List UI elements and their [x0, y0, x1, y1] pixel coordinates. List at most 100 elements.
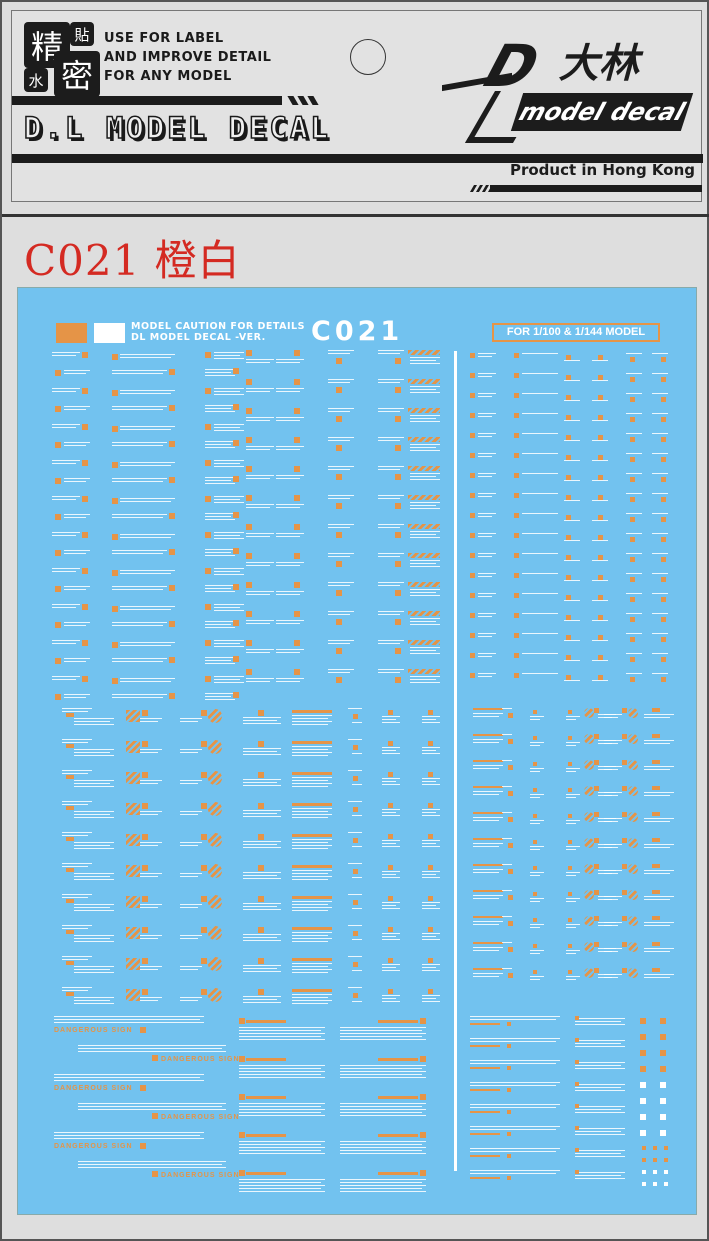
decal-mark [233, 584, 239, 590]
decal-mark [514, 373, 519, 378]
decal-mark [508, 765, 513, 770]
decal-mark [630, 397, 635, 402]
decal-mark [568, 866, 572, 870]
decal-mark [292, 958, 332, 961]
decal-text-line [328, 640, 354, 641]
decal-mark [470, 413, 475, 418]
decal-mark [239, 1018, 245, 1024]
decal-text-line [564, 360, 580, 361]
decal-mark [661, 677, 666, 682]
decal-text-line [205, 480, 231, 481]
white-dot [664, 1170, 668, 1174]
decal-text-line [239, 1112, 321, 1113]
decal-text-line [328, 524, 354, 525]
decal-mark [233, 692, 239, 698]
decal-mark [630, 557, 635, 562]
decal-text-line [54, 1135, 200, 1136]
decal-text-line [180, 907, 198, 908]
decal-text-line [276, 388, 304, 389]
hazard-stripe-icon [408, 669, 440, 674]
decal-text-line [522, 453, 558, 454]
decal-text-line [246, 417, 274, 418]
decal-text-line [276, 533, 304, 534]
decal-text-line [382, 908, 400, 909]
decal-text-line [246, 533, 274, 534]
sheet-code: C021 [311, 316, 404, 347]
decal-mark [533, 918, 537, 922]
hazard-stripe-icon [126, 927, 140, 939]
decal-text-line [120, 498, 175, 499]
decal-text-line [246, 420, 270, 421]
decal-text-line [140, 783, 158, 784]
decal-text-line [410, 386, 440, 387]
decal-text-line [478, 536, 492, 537]
decal-text-line [470, 1173, 556, 1174]
decal-text-line [564, 620, 580, 621]
decal-mark [507, 1132, 511, 1136]
decal-text-line [62, 866, 88, 867]
decal-mark [630, 537, 635, 542]
decal-text-line [292, 814, 332, 815]
decal-text-line [120, 681, 171, 682]
decal-text-line [522, 353, 558, 354]
decal-mark [142, 803, 148, 809]
decal-mark [652, 708, 660, 712]
decal-text-line [62, 956, 92, 957]
decal-mark [508, 843, 513, 848]
decal-mark [473, 708, 503, 710]
decal-mark [533, 892, 537, 896]
decal-text-line [382, 998, 396, 999]
orange-square [660, 1050, 666, 1056]
decal-mark [112, 390, 118, 396]
decal-text-line [205, 693, 235, 694]
decal-mark [514, 393, 519, 398]
decal-mark [233, 620, 239, 626]
decal-text-line [292, 808, 332, 809]
decal-text-line [626, 393, 642, 394]
decal-text-line [64, 694, 90, 695]
decal-mark [598, 635, 603, 640]
decal-text-line [382, 784, 400, 785]
decal-text-line [378, 382, 400, 383]
decal-text-line [239, 1068, 321, 1069]
decal-text-line [214, 538, 244, 539]
decal-mark [336, 532, 342, 538]
decal-text-line [530, 953, 540, 954]
decal-mark [507, 1088, 511, 1092]
decal-text-line [604, 818, 622, 819]
decal-text-line [205, 516, 231, 517]
decal-text-line [276, 620, 304, 621]
decal-text-line [140, 966, 162, 967]
decal-mark [233, 476, 239, 482]
decal-text-line [592, 380, 608, 381]
decal-text-line [120, 609, 171, 610]
brand-title: D.L MODEL DECAL [23, 110, 331, 146]
decal-text-line [74, 752, 110, 753]
decal-text-line [340, 1141, 426, 1142]
decal-text-line [64, 481, 86, 482]
decal-mark [82, 640, 88, 646]
decal-mark [388, 772, 393, 777]
decal-mark [470, 373, 475, 378]
decal-text-line [530, 823, 540, 824]
decal-mark [508, 739, 513, 744]
decal-mark [598, 515, 603, 520]
decal-mark [533, 944, 537, 948]
decal-text-line [626, 613, 642, 614]
decal-text-line [74, 938, 110, 939]
decal-mark [294, 524, 300, 530]
decal-text-line [604, 948, 622, 949]
decal-text-line [328, 527, 350, 528]
decal-text-line [378, 614, 400, 615]
decal-text-line [422, 840, 440, 841]
decal-text-line [205, 699, 235, 700]
decal-mark [66, 837, 74, 841]
decal-text-line [410, 415, 440, 416]
decal-text-line [340, 1144, 422, 1145]
decal-mark [112, 426, 118, 432]
decal-mark [598, 355, 603, 360]
divider [2, 214, 709, 217]
package-header: 精 貼 水 密 USE FOR LABEL AND IMPROVE DETAIL… [11, 10, 703, 202]
decal-mark [258, 865, 264, 871]
decal-mark [353, 993, 358, 998]
